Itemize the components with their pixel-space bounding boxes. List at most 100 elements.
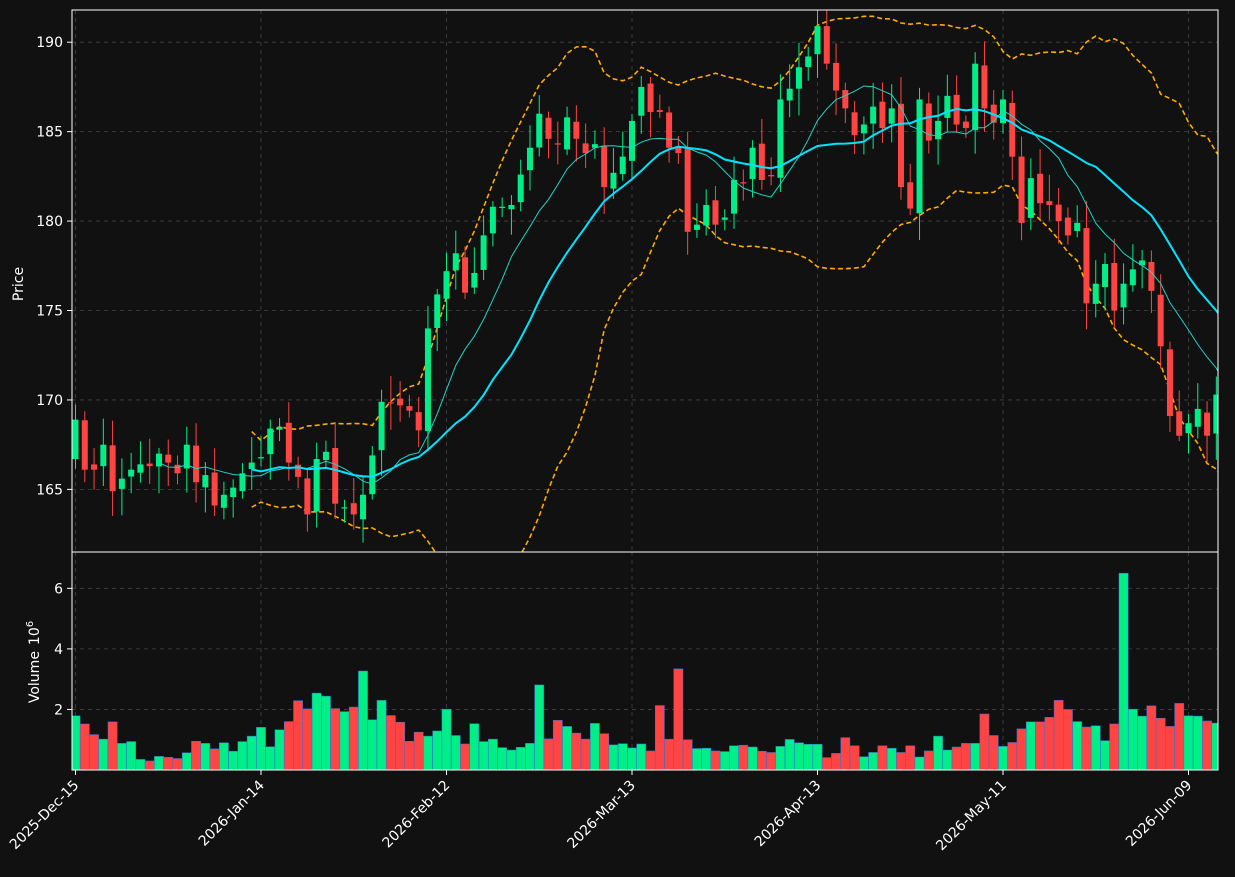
candle-body-79 [805, 57, 811, 67]
candle-body-82 [833, 63, 839, 91]
volume-bar-117 [1156, 718, 1165, 770]
volume-plot-area [71, 573, 1221, 770]
volume-bar-116 [1147, 706, 1156, 770]
candle-body-33 [379, 402, 385, 450]
volume-bar-5 [117, 743, 126, 770]
price-plot-area [73, 2, 1235, 583]
candle-body-6 [128, 470, 134, 477]
candle-body-71 [731, 180, 737, 214]
volume-bar-28 [331, 709, 340, 770]
candle-body-68 [703, 205, 709, 226]
candle-body-87 [879, 102, 885, 128]
volume-bar-89 [896, 752, 905, 770]
volume-panel: 246 [54, 552, 1221, 770]
volume-bar-27 [321, 696, 330, 770]
volume-bar-107 [1063, 709, 1072, 770]
candle-body-102 [1019, 157, 1025, 223]
volume-bar-101 [1008, 742, 1017, 770]
candle-body-17 [230, 488, 236, 497]
candle-body-74 [759, 144, 765, 180]
volume-bar-46 [498, 748, 507, 770]
candle-body-9 [156, 454, 162, 467]
candle-body-98 [981, 65, 987, 108]
volume-bar-74 [757, 751, 766, 770]
candle-body-36 [406, 406, 412, 411]
candle-body-8 [147, 464, 153, 467]
candle-body-108 [1074, 223, 1080, 231]
volume-bar-7 [136, 759, 145, 770]
candle-body-41 [453, 253, 459, 270]
candle-body-10 [165, 455, 171, 463]
volume-bar-108 [1073, 722, 1082, 770]
volume-bar-104 [1036, 722, 1045, 770]
candle-body-70 [722, 217, 728, 219]
volume-bar-109 [1082, 727, 1091, 770]
volume-bar-75 [767, 752, 776, 770]
candle-body-26 [314, 459, 320, 511]
volume-axis-exponent-base: 10 [27, 627, 43, 645]
volume-bar-97 [971, 743, 980, 770]
volume-bar-84 [850, 746, 859, 770]
candle-body-78 [796, 67, 802, 88]
candle-body-111 [1102, 264, 1108, 287]
candle-body-86 [870, 107, 876, 124]
candle-body-43 [471, 273, 477, 288]
candle-body-61 [638, 87, 644, 116]
candle-body-72 [740, 182, 746, 183]
volume-bar-63 [655, 706, 664, 770]
candle-body-45 [490, 207, 496, 234]
candle-body-13 [193, 446, 199, 483]
candle-body-75 [768, 175, 774, 176]
candle-body-88 [889, 108, 895, 123]
volume-bar-112 [1110, 724, 1119, 770]
volume-bar-55 [581, 739, 590, 770]
volume-bar-64 [665, 739, 674, 770]
volume-bar-42 [460, 744, 469, 770]
candle-body-112 [1111, 263, 1117, 310]
volume-bar-34 [386, 716, 395, 771]
candle-body-5 [119, 479, 125, 489]
volume-bar-8 [145, 761, 154, 770]
candle-body-77 [787, 89, 793, 101]
volume-bar-39 [433, 731, 442, 770]
volume-bar-111 [1100, 741, 1109, 770]
volume-bar-88 [887, 748, 896, 770]
volume-bar-58 [609, 745, 618, 770]
volume-bar-24 [294, 701, 303, 770]
candle-body-96 [963, 122, 969, 128]
volume-ytick-label-2: 6 [54, 581, 63, 597]
volume-bar-103 [1026, 722, 1035, 770]
volume-bar-35 [396, 722, 405, 770]
volume-bar-9 [154, 756, 163, 770]
candle-body-22 [277, 427, 283, 430]
candle-body-34 [388, 402, 394, 403]
volume-bar-99 [989, 735, 998, 770]
candle-body-89 [898, 104, 904, 187]
volume-bar-47 [507, 750, 516, 770]
volume-bar-114 [1128, 709, 1137, 770]
candle-body-53 [564, 117, 570, 149]
candle-body-21 [267, 429, 273, 455]
candle-body-101 [1009, 103, 1015, 157]
volume-bar-66 [683, 740, 692, 770]
volume-bar-32 [368, 720, 377, 770]
volume-bar-92 [924, 751, 933, 770]
candle-body-91 [917, 99, 923, 213]
candle-body-39 [434, 294, 440, 328]
volume-bar-25 [303, 709, 312, 770]
volume-bar-13 [191, 741, 200, 770]
candle-body-25 [304, 478, 310, 514]
volume-bar-31 [358, 671, 367, 770]
price-ytick-label-0: 165 [36, 482, 63, 498]
candle-body-27 [323, 452, 329, 460]
candle-body-11 [175, 465, 181, 474]
volume-bar-72 [739, 745, 748, 770]
candle-body-35 [397, 399, 403, 406]
candle-body-59 [620, 157, 626, 174]
x-tick-label-3: 2026-Mar-13 [565, 778, 639, 852]
volume-bar-43 [470, 724, 479, 770]
candle-body-49 [527, 148, 533, 170]
candle-body-114 [1130, 269, 1136, 285]
